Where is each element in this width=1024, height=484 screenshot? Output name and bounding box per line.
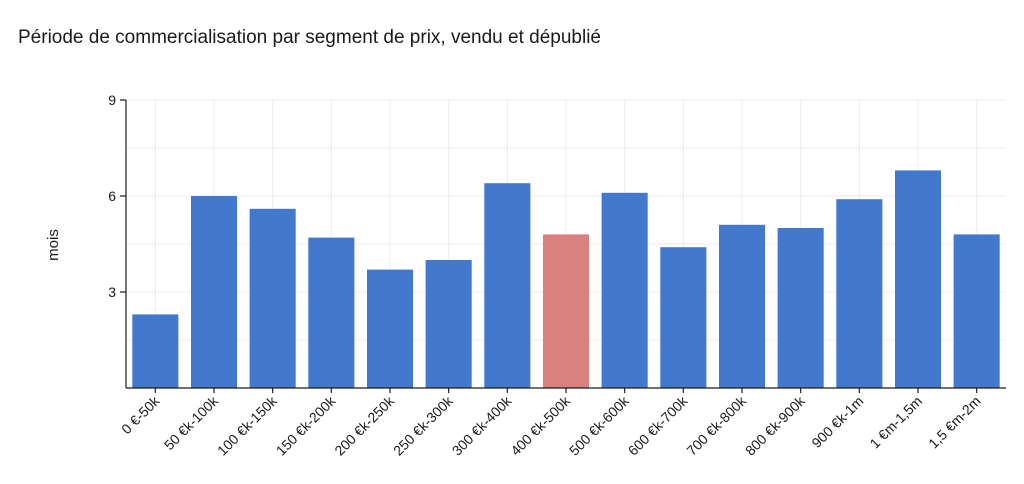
x-tick-label: 500 €k-600k xyxy=(566,392,633,459)
bar-13 xyxy=(894,170,942,388)
bar-2 xyxy=(249,208,296,388)
x-tick-label: 900 €k-1m xyxy=(808,393,866,451)
bar-3 xyxy=(308,237,355,388)
bar-9 xyxy=(660,247,707,388)
bars xyxy=(132,170,1000,388)
x-tick-label: 150 €k-200k xyxy=(273,392,340,459)
bar-11 xyxy=(777,228,824,388)
bar-10 xyxy=(718,224,766,388)
y-tick-labels: 3 6 9 xyxy=(108,92,116,300)
y-tick-label: 6 xyxy=(108,188,116,204)
bar-4 xyxy=(366,269,414,388)
x-tick-label: 600 €k-700k xyxy=(625,392,692,459)
bar-14 xyxy=(953,234,1000,388)
x-tick-label: 800 €k-900k xyxy=(742,392,809,459)
bar-0 xyxy=(132,314,179,388)
chart-title: Période de commercialisation par segment… xyxy=(18,27,601,48)
bar-5 xyxy=(425,260,472,388)
y-tick-label: 3 xyxy=(108,284,116,300)
bar-6 xyxy=(484,183,531,388)
x-tick-label: 0 €-50k xyxy=(118,392,163,437)
x-tick-label: 1 €m-1,5m xyxy=(866,393,925,452)
bar-12 xyxy=(836,199,883,388)
y-axis-label: mois xyxy=(45,229,62,261)
x-tick-label: 200 €k-250k xyxy=(331,392,398,459)
axes xyxy=(120,99,1006,393)
x-tick-label: 1,5 €m-2m xyxy=(925,393,984,452)
x-tick-label: 400 €k-500k xyxy=(507,392,574,459)
x-tick-label: 700 €k-800k xyxy=(683,392,750,459)
x-tick-label: 250 €k-300k xyxy=(390,392,457,459)
x-tick-label: 100 €k-150k xyxy=(214,392,281,459)
bar-8 xyxy=(601,192,648,388)
x-tick-label: 300 €k-400k xyxy=(449,392,516,459)
x-tick-label: 50 €k-100k xyxy=(161,392,222,453)
y-tick-label: 9 xyxy=(108,92,116,108)
bar-7 xyxy=(542,234,590,388)
bar-1 xyxy=(190,196,238,388)
